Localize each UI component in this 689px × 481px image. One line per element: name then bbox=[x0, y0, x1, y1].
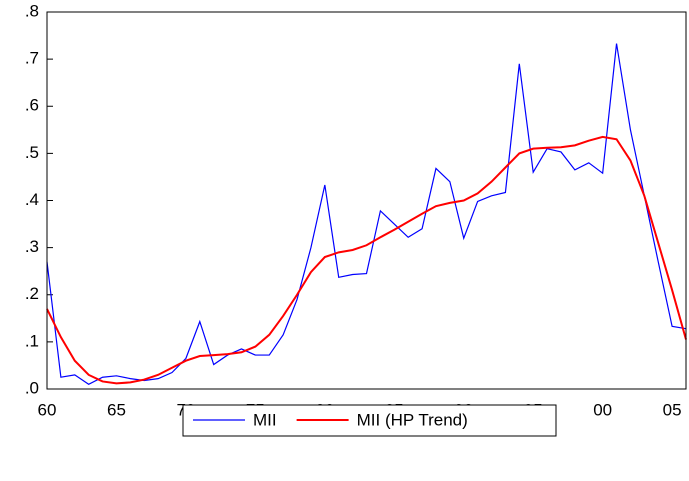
plot-frame bbox=[46, 11, 687, 390]
y-tick-label: .5 bbox=[25, 143, 39, 162]
y-tick-label: .3 bbox=[25, 237, 39, 256]
legend-label: MII (HP Trend) bbox=[357, 410, 468, 429]
y-tick-label: .6 bbox=[25, 96, 39, 115]
x-tick-label: 05 bbox=[663, 400, 682, 419]
legend-box bbox=[182, 404, 557, 437]
y-tick-label: .2 bbox=[25, 284, 39, 303]
y-tick-label: .4 bbox=[25, 190, 39, 209]
x-tick-label: 00 bbox=[593, 400, 612, 419]
y-tick-label: .1 bbox=[25, 331, 39, 350]
x-tick-label: 65 bbox=[107, 400, 126, 419]
y-tick-label: .7 bbox=[25, 49, 39, 68]
y-tick-label: .8 bbox=[25, 1, 39, 20]
series-line bbox=[46, 43, 687, 385]
legend-label: MII bbox=[253, 410, 277, 429]
series-line bbox=[46, 135, 687, 385]
x-tick-label: 60 bbox=[38, 400, 57, 419]
y-tick-label: .0 bbox=[25, 378, 39, 397]
